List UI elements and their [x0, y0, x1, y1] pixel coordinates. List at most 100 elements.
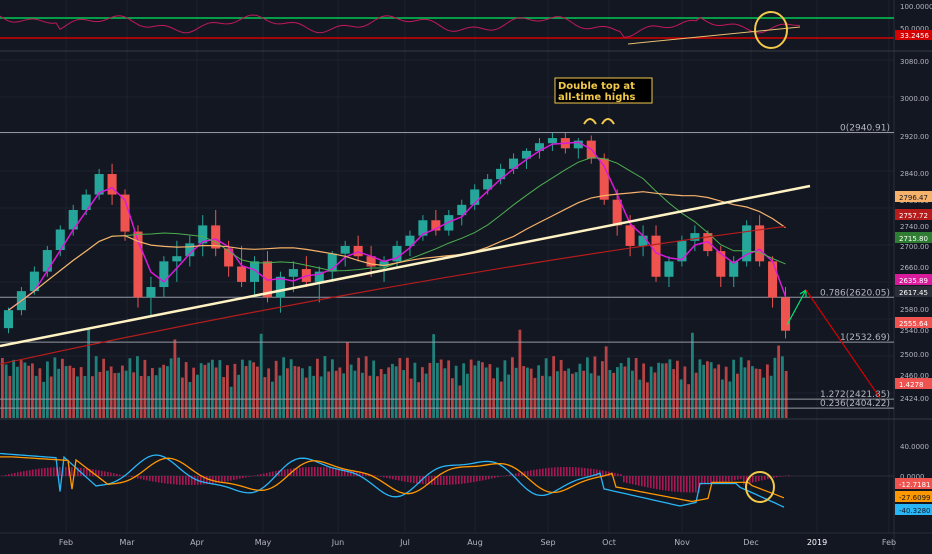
macd-histogram-bar: [788, 475, 790, 476]
macd-badge: [895, 491, 932, 502]
macd-histogram-bar: [245, 476, 247, 478]
candle-body: [314, 271, 324, 282]
volume-bar: [668, 359, 672, 418]
volume-bar: [387, 367, 391, 418]
x-axis-label: 2019: [807, 538, 827, 547]
price-tick-label: 2580.00: [900, 306, 929, 314]
candle-body: [742, 225, 752, 262]
x-axis-label: Dec: [743, 538, 758, 547]
price-tick-label: 3080.00: [900, 58, 929, 66]
macd-histogram-bar: [614, 472, 616, 476]
macd-histogram-bar: [188, 476, 190, 485]
candle-body: [716, 251, 726, 277]
volume-bar: [451, 378, 454, 418]
volume-bar: [432, 334, 436, 418]
volume-bar: [109, 366, 113, 418]
macd-histogram-bar: [29, 470, 31, 476]
volume-bar: [372, 360, 376, 418]
volume-bar: [267, 368, 271, 418]
macd-histogram-bar: [242, 476, 244, 479]
macd-histogram-bar: [596, 469, 598, 476]
macd-histogram-bar: [41, 468, 43, 476]
volume-bar: [46, 361, 49, 418]
volume-bar: [49, 376, 53, 418]
macd-histogram-bar: [2, 475, 4, 477]
macd-histogram-bar: [227, 476, 229, 482]
macd-histogram-bar: [365, 473, 367, 476]
fib-level-label: 1(2532.69): [840, 333, 890, 343]
macd-histogram-bar: [413, 476, 415, 484]
volume-bar: [23, 362, 27, 418]
price-badge: [895, 317, 932, 328]
volume-bar: [334, 370, 338, 418]
macd-histogram-bar: [185, 476, 187, 485]
macd-histogram-bar: [467, 476, 469, 484]
macd-histogram-bar: [767, 476, 769, 480]
macd-histogram-bar: [362, 472, 364, 476]
price-badge-label: 2555.64: [899, 320, 928, 328]
macd-histogram-bar: [422, 476, 424, 485]
volume-bar: [256, 366, 259, 418]
macd-histogram-bar: [5, 474, 7, 476]
macd-histogram-bar: [374, 475, 376, 476]
macd-histogram-bar: [464, 476, 466, 484]
volume-bar: [218, 360, 222, 418]
volume-bar: [409, 378, 413, 418]
macd-histogram-bar: [626, 476, 628, 483]
volume-bar: [162, 364, 166, 418]
macd-histogram-bar: [215, 476, 217, 484]
macd-histogram-bar: [704, 476, 706, 485]
volume-bar: [57, 368, 61, 418]
macd-histogram-bar: [533, 469, 535, 476]
volume-bar: [466, 373, 469, 418]
volume-bar: [511, 357, 514, 418]
macd-histogram-bar: [452, 476, 454, 485]
macd-histogram-bar: [110, 472, 112, 476]
macd-histogram-bar: [680, 476, 682, 493]
macd-histogram-bar: [443, 476, 445, 485]
macd-histogram-bar: [515, 473, 517, 476]
ma-slow-line: [8, 191, 786, 311]
volume-bar: [559, 359, 563, 418]
macd-histogram-bar: [668, 476, 670, 492]
volume-bar: [237, 374, 241, 418]
volume-bar: [462, 363, 466, 418]
volume-bar: [627, 357, 631, 418]
macd-histogram-bar: [335, 468, 337, 476]
candle-body: [250, 261, 260, 282]
volume-bar: [252, 362, 256, 418]
macd-tick-label: 40.0000: [900, 443, 929, 451]
macd-histogram-bar: [722, 476, 724, 483]
volume-bar: [533, 377, 537, 418]
macd-histogram-bar: [635, 476, 637, 485]
volume-bar: [499, 381, 503, 418]
price-tick-label: 3000.00: [900, 95, 929, 103]
candle-body: [366, 256, 376, 267]
macd-histogram-bar: [182, 476, 184, 485]
macd-histogram-bar: [581, 467, 583, 476]
macd-histogram-bar: [281, 469, 283, 476]
volume-bar: [574, 372, 578, 418]
volume-bar: [143, 359, 147, 418]
volume-bar: [518, 329, 522, 418]
candle-body: [185, 243, 195, 257]
macd-histogram-bar: [398, 476, 400, 481]
macd-histogram-bar: [497, 476, 499, 478]
macd-histogram-bar: [347, 469, 349, 476]
candle-body: [625, 225, 635, 246]
price-badge-label: 2635.89: [899, 277, 928, 285]
macd-histogram-bar: [629, 476, 631, 484]
volume-bar: [102, 358, 106, 418]
macd-histogram-bar: [296, 467, 298, 476]
macd-histogram-bar: [584, 467, 586, 476]
macd-histogram-bar: [83, 468, 85, 476]
candle-body: [120, 194, 130, 232]
macd-histogram-bar: [179, 476, 181, 485]
volume-bar: [211, 359, 214, 418]
macd-histogram-bar: [587, 468, 589, 476]
macd-histogram-bar: [566, 467, 568, 476]
macd-histogram-bar: [311, 467, 313, 476]
volume-bar: [406, 357, 409, 418]
volume-bar: [376, 376, 379, 418]
macd-histogram-bar: [755, 476, 757, 482]
